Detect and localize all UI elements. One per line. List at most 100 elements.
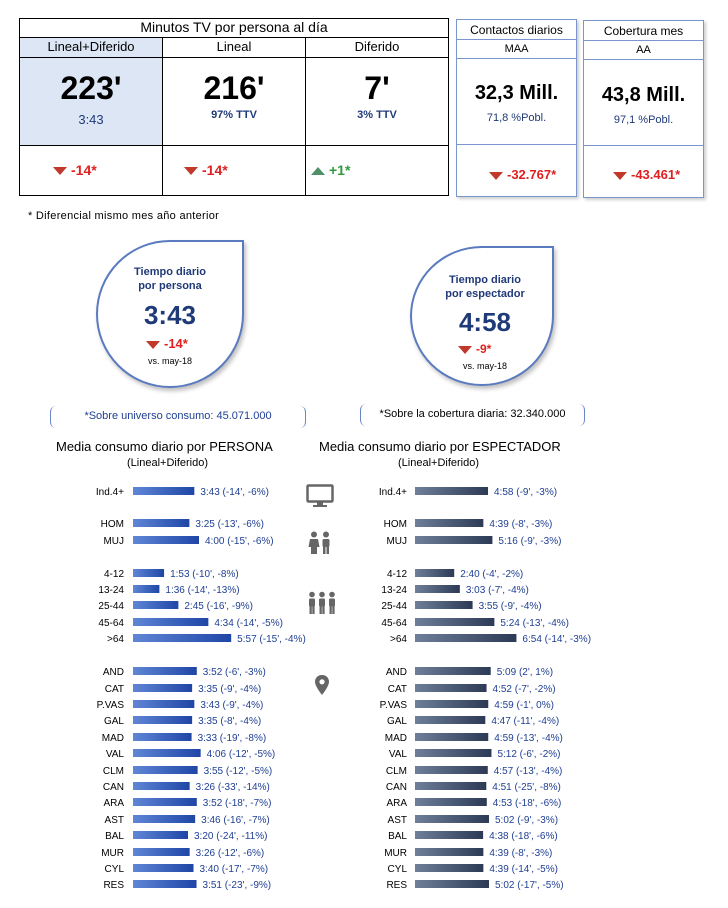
contactos-subtitle: MAA <box>456 41 577 59</box>
up-arrow-icon <box>311 167 325 176</box>
espectador-category-label: CLM <box>386 766 407 777</box>
delta-row <box>19 145 449 196</box>
couple-icon <box>308 531 330 554</box>
col-lineal <box>162 37 306 156</box>
down-arrow-icon <box>489 171 503 180</box>
espectador-bar <box>415 618 495 626</box>
col-lineal-label: Lineal <box>162 38 306 58</box>
delta-divider-2 <box>305 145 306 196</box>
persona-category-label: CYL <box>105 864 125 875</box>
espectador-category-label: Ind.4+ <box>379 487 407 498</box>
cobertura-divider <box>583 145 704 146</box>
cobertura-pct: 97,1 %Pobl. <box>613 114 674 126</box>
espectador-value-label: 4:52 (-7', -2%) <box>493 684 556 695</box>
location-pin-icon <box>315 675 329 695</box>
persona-value-label: 3:46 (-16', -7%) <box>201 815 270 826</box>
persona-category-label: Ind.4+ <box>96 487 124 498</box>
persona-bar <box>133 716 193 724</box>
persona-category-label: CAN <box>103 782 124 793</box>
col-diferido-sub: 3% TTV <box>357 109 397 121</box>
espectador-bar <box>415 880 489 888</box>
persona-note: *Sobre universo consumo: 45.071.000 <box>84 410 272 422</box>
persona-category-label: AND <box>103 667 124 678</box>
down-arrow-icon <box>184 167 198 176</box>
persona-value-label: 3:26 (-33', -14%) <box>196 782 270 793</box>
espectador-value-label: 3:55 (-9', -4%) <box>479 601 542 612</box>
contactos-title: Contactos diarios <box>456 22 577 40</box>
delta-lineal: -14* <box>184 162 228 178</box>
tiempo-persona-vs: vs. may-18 <box>147 356 192 366</box>
col-lineal-diferido-value: 223' <box>60 70 122 106</box>
persona-category-label: GAL <box>104 716 124 727</box>
delta-diferido: +1* <box>311 162 350 178</box>
espectador-bar <box>415 684 487 692</box>
tiempo-persona-drop <box>96 240 244 388</box>
persona-value-label: 3:26 (-12', -6%) <box>196 848 265 859</box>
espectador-value-label: 5:12 (-6', -2%) <box>497 749 560 760</box>
espectador-bar <box>415 634 517 642</box>
espectador-value-label: 3:03 (-7', -4%) <box>466 585 529 596</box>
espectador-category-label: P.VAS <box>380 700 408 711</box>
persona-category-label: 45-64 <box>98 618 124 629</box>
persona-category-label: ARA <box>103 798 124 809</box>
espectador-value-label: 5:02 (-9', -3%) <box>495 815 558 826</box>
persona-value-label: 3:52 (-6', -3%) <box>203 667 266 678</box>
persona-value-label: 3:40 (-17', -7%) <box>200 864 269 875</box>
down-arrow-icon <box>613 171 627 180</box>
espectador-bar <box>415 848 484 856</box>
persona-bar <box>133 618 209 626</box>
down-arrow-icon <box>458 345 472 354</box>
persona-category-label: 4-12 <box>104 569 124 580</box>
persona-category-label: VAL <box>106 749 125 760</box>
persona-value-label: 2:45 (-16', -9%) <box>184 601 253 612</box>
espectador-bar <box>415 519 484 527</box>
persona-bar <box>133 848 190 856</box>
contactos-delta: -32.767* <box>489 167 556 182</box>
persona-value-label: 3:55 (-12', -5%) <box>204 766 273 777</box>
persona-bar <box>133 487 195 495</box>
espectador-value-label: 4:39 (-14', -5%) <box>489 864 558 875</box>
espectador-category-label: BAL <box>388 831 407 842</box>
espectador-note-brace <box>360 404 585 426</box>
persona-bar <box>133 634 232 642</box>
espectador-category-label: GAL <box>387 716 407 727</box>
espectador-chart-title: Media consumo diario por ESPECTADOR <box>319 439 561 454</box>
col-diferido-label: Diferido <box>305 38 449 58</box>
group-icon <box>309 591 335 614</box>
persona-chart-title: Media consumo diario por PERSONA <box>56 439 273 454</box>
persona-value-label: 4:34 (-14', -5%) <box>214 618 283 629</box>
persona-value-label: 1:53 (-10', -8%) <box>170 569 239 580</box>
persona-category-label: P.VAS <box>97 700 125 711</box>
tiempo-espectador-title-1: Tiempo diario <box>449 274 521 286</box>
espectador-bar <box>415 798 487 806</box>
persona-bar <box>133 782 190 790</box>
persona-value-label: 3:35 (-8', -4%) <box>198 716 261 727</box>
persona-bar <box>133 684 193 692</box>
persona-category-label: HOM <box>101 519 124 530</box>
persona-value-label: 3:51 (-23', -9%) <box>203 880 272 891</box>
cobertura-delta: -43.461* <box>613 167 680 182</box>
espectador-category-label: VAL <box>389 749 408 760</box>
col-lineal-diferido-sub: 3:43 <box>78 112 104 127</box>
espectador-note: *Sobre la cobertura diaria: 32.340.000 <box>379 408 566 420</box>
tiempo-espectador-value: 4:58 <box>458 307 512 337</box>
down-arrow-icon <box>146 340 160 349</box>
espectador-bar <box>415 733 489 741</box>
persona-category-label: RES <box>103 880 124 891</box>
persona-bar <box>133 536 199 544</box>
espectador-value-label: 4:58 (-9', -3%) <box>494 487 557 498</box>
persona-value-label: 1:36 (-14', -13%) <box>165 585 239 596</box>
persona-note-brace <box>50 406 306 428</box>
espectador-bar <box>415 700 489 708</box>
cobertura-subtitle: AA <box>583 42 704 60</box>
espectador-category-label: ARA <box>386 798 407 809</box>
persona-bar <box>133 864 194 872</box>
persona-value-label: 3:20 (-24', -11%) <box>194 831 267 842</box>
persona-chart-subtitle: (Lineal+Diferido) <box>127 457 209 469</box>
espectador-value-label: 4:39 (-8', -3%) <box>489 848 552 859</box>
persona-value-label: 3:25 (-13', -6%) <box>195 519 264 530</box>
espectador-bar <box>415 487 489 495</box>
persona-value-label: 3:43 (-14', -6%) <box>200 487 269 498</box>
persona-bar <box>133 749 201 757</box>
col-lineal-diferido <box>19 37 163 156</box>
